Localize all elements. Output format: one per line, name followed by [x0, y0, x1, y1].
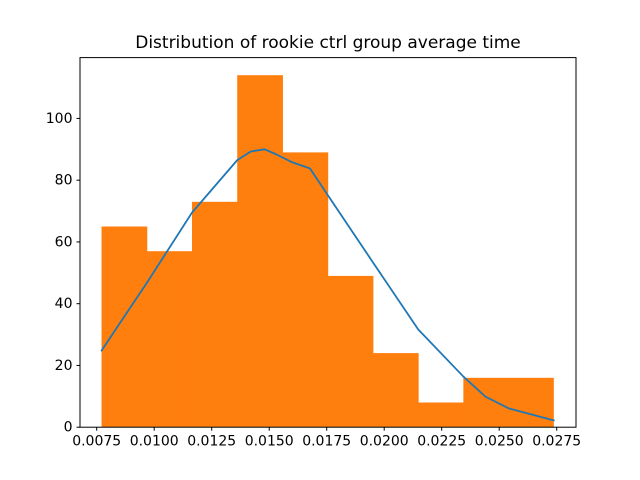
histogram-bar-0 [101, 226, 148, 428]
histogram-bar-7 [418, 402, 464, 428]
x-tick-label-4: 0.0175 [302, 434, 351, 450]
x-tick-label-0: 0.0075 [72, 434, 121, 450]
x-tick-label-5: 0.0200 [360, 434, 409, 450]
density-curve [100, 148, 555, 422]
y-tick-label-3: 60 [55, 234, 73, 250]
x-tick-label-7: 0.0250 [475, 434, 524, 450]
histogram-bar-1 [146, 251, 193, 428]
x-tick-label-3: 0.0150 [245, 434, 294, 450]
y-tick-label-2: 40 [55, 296, 73, 312]
y-tick-label-5: 100 [46, 111, 73, 127]
histogram-bar-3 [237, 75, 283, 428]
y-tick-label-0: 0 [64, 420, 73, 436]
y-tick-label-4: 80 [55, 173, 73, 189]
histogram-bar-8 [463, 377, 510, 428]
histogram-bar-9 [508, 377, 554, 428]
y-tick-label-1: 20 [55, 358, 73, 374]
x-tick-label-6: 0.0225 [417, 434, 466, 450]
chart-title: Distribution of rookie ctrl group averag… [135, 33, 521, 53]
x-tick-label-1: 0.0100 [130, 434, 179, 450]
histogram-bar-6 [372, 353, 419, 428]
x-tick-label-8: 0.0275 [532, 434, 581, 450]
x-tick-label-2: 0.0125 [187, 434, 236, 450]
histogram-bar-5 [327, 275, 374, 428]
histogram-bar-4 [282, 152, 329, 428]
histogram-bar-2 [191, 201, 238, 428]
